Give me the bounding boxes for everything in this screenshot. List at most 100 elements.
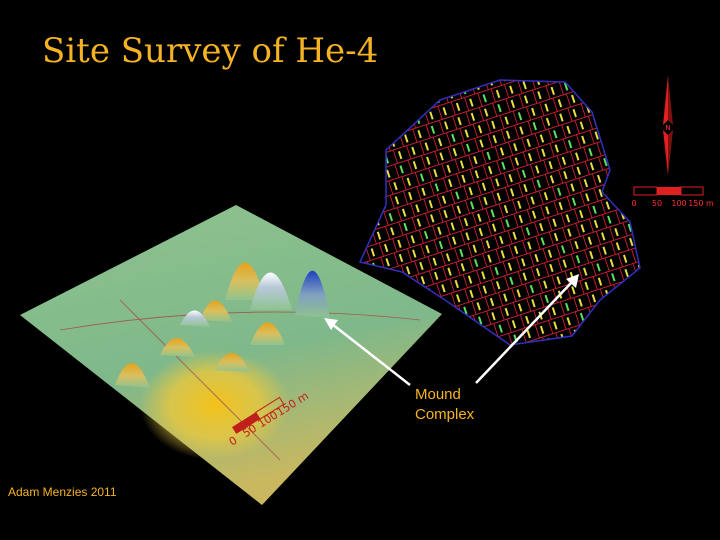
grid-cell-label — [446, 164, 451, 173]
grid-cell-label — [469, 98, 474, 107]
grid-cell-label — [444, 121, 449, 130]
grid-cell — [360, 220, 363, 239]
grid-cell-label — [660, 287, 664, 295]
grid-cell-label — [642, 234, 646, 242]
grid-cell — [402, 83, 421, 102]
grid-cell-label — [658, 273, 662, 281]
grid-cell-label — [557, 99, 563, 108]
grid-cell — [449, 54, 467, 72]
grid-cell-label — [393, 93, 399, 102]
grid-cell-label — [629, 149, 635, 158]
grid-cell — [435, 58, 453, 76]
annotation-line: Complex — [415, 406, 475, 423]
grid-cell-label — [309, 150, 313, 158]
grid-cell-label — [383, 243, 389, 253]
grid-cell — [660, 251, 678, 269]
grid-cell-label — [558, 201, 563, 211]
grid-cell-label — [531, 107, 536, 117]
grid-cell-label — [314, 119, 318, 127]
grid-cell — [366, 153, 385, 173]
grid-cell — [337, 208, 355, 226]
grid-cell-label — [480, 51, 484, 59]
grid-cell-label — [550, 86, 555, 95]
grid-cell — [618, 160, 638, 179]
grid-cell-label — [481, 182, 487, 191]
grid-cell — [631, 155, 640, 175]
grid-cell-label — [566, 125, 571, 134]
grid-cell — [363, 110, 383, 130]
grid-cell-label — [434, 271, 439, 281]
grid-cell — [482, 58, 500, 76]
grid-cell-label — [602, 55, 606, 63]
grid-cell-label — [450, 222, 455, 231]
grid-cell — [496, 80, 516, 86]
grid-cell-label — [331, 173, 335, 181]
grid-cell — [668, 277, 686, 295]
grid-cell-label — [405, 355, 409, 363]
grid-cell — [319, 155, 337, 173]
grid-cell-label — [570, 183, 575, 192]
grid-cell-label — [628, 135, 633, 144]
grid-cell — [313, 172, 331, 190]
grid-cell — [432, 323, 452, 343]
grid-cell — [646, 152, 664, 170]
grid-cell-label — [473, 347, 477, 355]
grid-cell — [341, 177, 359, 195]
grid-cell-label — [642, 131, 646, 139]
grid-cell-label — [294, 111, 298, 119]
grid-cell-label — [407, 89, 412, 98]
grid-cell-label — [585, 193, 590, 202]
grid-cell — [593, 94, 613, 114]
grid-cell-label — [487, 165, 493, 175]
grid-cell — [601, 106, 620, 126]
grid-cell — [316, 97, 334, 115]
grid-cell-label — [598, 188, 603, 198]
grid-cell — [655, 281, 673, 299]
grid-cell-label — [613, 316, 619, 325]
grid-cell-label — [654, 304, 658, 312]
grid-cell-label — [499, 235, 504, 245]
grid-cell-label — [337, 245, 341, 253]
grid-cell — [390, 101, 409, 121]
grid-cell — [614, 293, 634, 313]
grid-cell-label — [320, 191, 324, 199]
grid-cell-label — [491, 120, 496, 129]
grid-cell-label — [452, 236, 457, 245]
grid-cell-label — [557, 187, 562, 196]
grid-cell-label — [541, 148, 546, 157]
terrain-peak — [160, 337, 195, 357]
grid-cell — [337, 120, 355, 138]
grid-cell-label — [579, 121, 585, 130]
grid-cell-label — [533, 33, 537, 41]
grid-cell-label — [507, 262, 513, 271]
grid-cell — [631, 244, 640, 264]
grid-cell — [442, 351, 460, 369]
grid-cell — [309, 114, 327, 132]
grid-cell-label — [527, 50, 531, 58]
grid-cell-label — [560, 25, 564, 33]
grid-cell-label — [553, 130, 558, 139]
grid-cell-label — [595, 43, 599, 51]
grid-cell-label — [439, 152, 444, 161]
grid-cell — [672, 232, 690, 250]
grid-cell-label — [407, 280, 412, 289]
grid-cell-label — [347, 94, 351, 102]
grid-cell-label — [518, 214, 523, 224]
grid-cell-label — [554, 144, 559, 153]
grid-cell — [529, 28, 547, 46]
grid-cell-label — [540, 46, 544, 54]
grid-cell-label — [466, 143, 471, 152]
grid-cell-label — [470, 201, 475, 210]
grid-cell-label — [336, 142, 340, 150]
grid-cell-label — [529, 64, 533, 72]
grid-cell-label — [562, 68, 566, 76]
grid-cell-label — [399, 165, 404, 174]
grid-cell-label — [544, 294, 549, 304]
grid-cell — [311, 128, 329, 146]
grid-cell — [360, 215, 376, 235]
grid-cell — [381, 80, 401, 94]
grid-cell-label — [329, 129, 333, 137]
grid-cell-label — [389, 124, 394, 133]
grid-cell-label — [525, 315, 530, 325]
grid-cell-label — [393, 182, 398, 191]
